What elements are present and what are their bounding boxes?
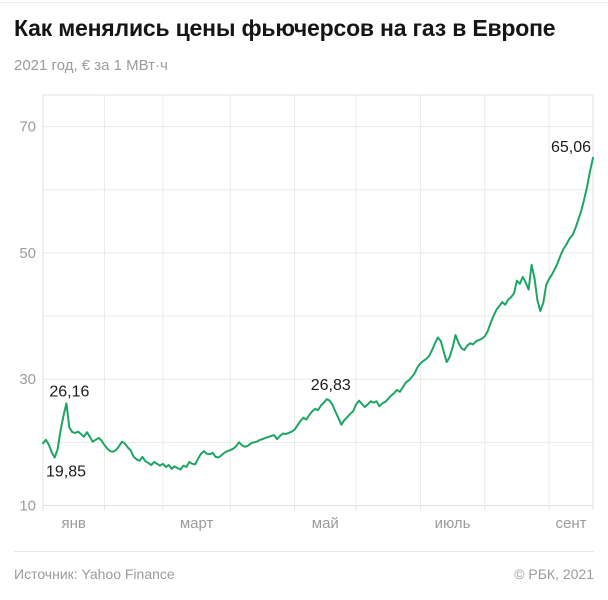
x-axis-label: сент: [556, 515, 587, 532]
source-label: Источник: Yahoo Finance: [14, 566, 175, 582]
y-axis-label: 50: [19, 245, 36, 262]
x-axis-label: март: [180, 515, 214, 532]
annotation-label: 26,16: [49, 383, 89, 400]
chart-footer: Источник: Yahoo Finance © РБК, 2021: [14, 551, 594, 594]
price-line: [42, 156, 594, 471]
copyright-label: © РБК, 2021: [514, 566, 594, 582]
y-axis-label: 30: [19, 371, 36, 388]
price-chart: 70 50 30 10 янв март май июль сент 19,85 26,16 26,8…: [19, 94, 594, 532]
x-axis-label: май: [312, 515, 339, 532]
plot-frame: [42, 94, 594, 506]
chart-title: Как менялись цены фьючерсов на газ в Евр…: [14, 15, 556, 41]
annotation-label: 26,83: [311, 377, 351, 394]
annotation-label: 19,85: [46, 463, 86, 480]
x-axis-label: июль: [435, 515, 471, 532]
x-axis-label: янв: [62, 515, 86, 532]
chart-subtitle: 2021 год, € за 1 МВт·ч: [14, 57, 168, 74]
y-axis-label: 10: [19, 498, 36, 515]
top-divider: [0, 2, 608, 3]
y-axis-label: 70: [19, 119, 36, 136]
annotation-label: 65,06: [551, 139, 591, 156]
